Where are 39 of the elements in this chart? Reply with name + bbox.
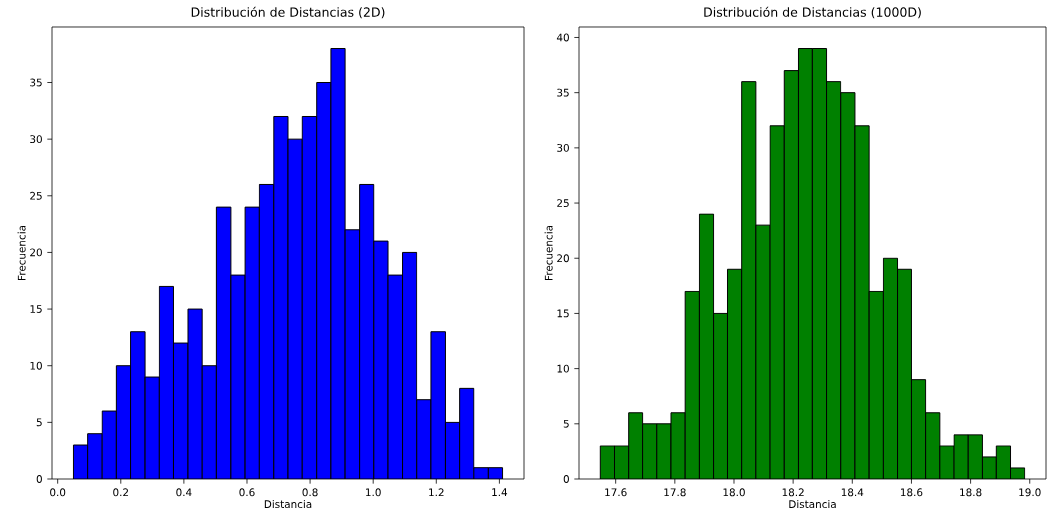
y-tick-label: 25 <box>557 199 569 207</box>
y-axis-title: Frecuencia <box>17 225 26 280</box>
y-tick-label: 10 <box>30 361 42 370</box>
y-tick-label: 30 <box>557 143 569 152</box>
x-tick-label: 19.0 <box>1019 488 1041 497</box>
x-tick-label: 18.0 <box>723 488 745 497</box>
x-tick-label: 18.2 <box>782 488 804 497</box>
x-tick-label: 1.2 <box>429 488 444 497</box>
y-tick-label: 15 <box>557 309 569 318</box>
y-tick-label: 15 <box>30 305 42 313</box>
y-tick-label: 5 <box>563 419 569 428</box>
y-tick-label: 40 <box>556 33 569 42</box>
x-tick-label: 17.6 <box>605 488 627 497</box>
y-tick-label: 30 <box>30 135 42 144</box>
y-tick-label: 0 <box>36 475 42 483</box>
y-tick-label: 35 <box>557 88 569 97</box>
chart-title: Distribución de Distancias (2D) <box>191 6 385 19</box>
x-tick-label: 18.6 <box>901 488 923 497</box>
x-tick-label: 17.8 <box>664 488 686 497</box>
x-tick-label: 1.4 <box>492 488 508 496</box>
x-tick-label: 18.8 <box>960 488 982 497</box>
x-tick-label: 0.2 <box>113 488 129 497</box>
chart-title: Distribución de Distancias (1000D) <box>704 6 921 19</box>
x-tick-label: 1.0 <box>366 488 381 497</box>
y-tick-label: 5 <box>36 418 42 427</box>
y-tick-label: 10 <box>557 364 569 373</box>
x-tick-label: 0.0 <box>50 488 66 497</box>
x-tick-label: 18.4 <box>841 488 864 497</box>
y-tick-label: 20 <box>30 248 42 257</box>
y-tick-label: 25 <box>30 191 42 200</box>
y-axis-title: Frecuencia <box>544 225 553 280</box>
x-axis-title: Distancia <box>264 500 312 509</box>
y-tick-label: 0 <box>563 475 569 483</box>
x-tick-label: 0.6 <box>239 488 255 497</box>
x-axis-title: Distancia <box>789 500 836 509</box>
y-tick-label: 20 <box>557 254 569 263</box>
x-tick-label: 0.8 <box>302 488 318 497</box>
x-tick-label: 0.4 <box>176 488 192 497</box>
y-tick-label: 35 <box>30 78 42 87</box>
